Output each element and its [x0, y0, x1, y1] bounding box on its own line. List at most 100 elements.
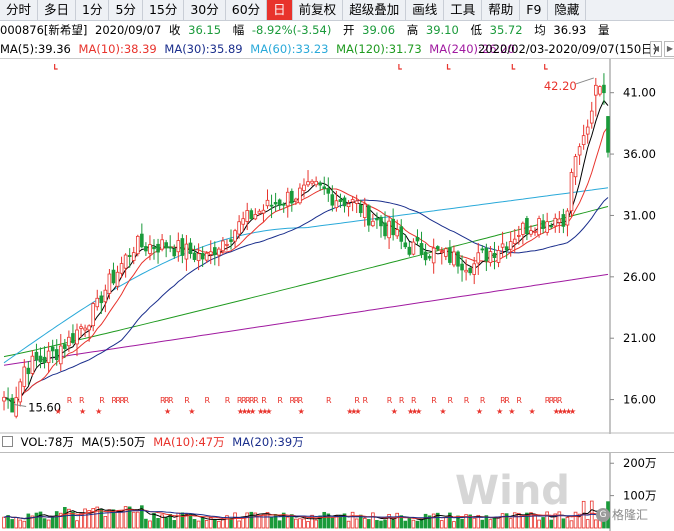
period-tab-10[interactable]: 画线 — [406, 0, 445, 20]
candle-body — [298, 187, 302, 204]
volume-bar — [144, 518, 148, 529]
candle-body — [500, 243, 505, 248]
period-tab-4[interactable]: 15分 — [143, 0, 185, 20]
volume-bar — [561, 518, 566, 529]
volume-bar — [310, 514, 314, 529]
nav-left-icon[interactable]: ◀ — [650, 41, 662, 57]
candle-body — [460, 263, 464, 271]
period-tab-0[interactable]: 分时 — [0, 0, 39, 20]
volume-bar — [10, 519, 14, 529]
period-tab-9[interactable]: 超级叠加 — [343, 0, 407, 20]
signal-star-marker: ★ — [561, 407, 568, 416]
volume-bar — [525, 512, 529, 529]
candle-body — [196, 253, 201, 262]
candle-body — [468, 267, 472, 274]
volume-bar — [217, 520, 221, 529]
candle-body — [156, 243, 160, 253]
candle-body — [257, 210, 262, 214]
signal-r-marker: R — [261, 396, 267, 405]
vol-ma10-label: MA(10):47万 — [153, 435, 225, 449]
quote-date: 2020/09/07 — [95, 23, 162, 37]
volume-bar — [115, 511, 120, 529]
candle-body — [152, 246, 156, 250]
candle-body — [176, 240, 181, 253]
candle-body — [314, 180, 318, 186]
volume-bar — [184, 513, 189, 529]
signal-star-marker: ★ — [415, 407, 422, 416]
signal-star-marker: ★ — [391, 407, 398, 416]
candle-body — [290, 190, 294, 204]
volume-legend: VOL:78万 MA(5):50万 MA(10):47万 MA(20):39万 — [0, 434, 674, 450]
candle-body — [261, 209, 266, 214]
period-tab-2[interactable]: 1分 — [76, 0, 110, 20]
high-value: 39.10 — [425, 23, 459, 37]
volume-bar — [91, 508, 96, 529]
signal-r-marker: R — [67, 396, 73, 405]
candle-body — [362, 203, 367, 218]
volume-bar — [439, 520, 444, 529]
volume-bar — [140, 505, 144, 529]
candle-body — [237, 221, 241, 235]
kline-chart[interactable]: 41.00 36.00 31.00 26.00 21.00 16.00 42.20 15.60… — [0, 58, 674, 434]
candle-body — [452, 251, 456, 266]
candle-body — [318, 182, 322, 186]
volume-bar — [354, 518, 359, 529]
volume-bar — [34, 512, 39, 529]
volume-bar — [500, 513, 505, 529]
volume-bar — [277, 520, 282, 529]
volume-bar — [492, 517, 497, 529]
volume-bar — [196, 520, 201, 529]
candle-body — [160, 239, 164, 250]
candle-body — [217, 248, 221, 256]
volume-bar — [123, 506, 128, 529]
period-tab-5[interactable]: 30分 — [184, 0, 226, 20]
volume-bar — [79, 513, 83, 529]
volume-bar — [160, 514, 164, 529]
period-tab-12[interactable]: 帮助 — [482, 0, 521, 20]
ma5-label: MA(5):39.36 — [0, 42, 71, 56]
period-tab-7[interactable]: 日 — [267, 0, 293, 20]
signal-r-marker: R — [124, 396, 130, 405]
open-label: 开 — [342, 23, 355, 37]
volume-bar — [87, 510, 91, 529]
volume-bar — [135, 511, 140, 529]
candle-body — [103, 289, 108, 303]
candle-body — [371, 220, 375, 227]
volume-bar — [379, 520, 383, 529]
volume-bar — [350, 511, 355, 529]
signal-star-marker: ★ — [298, 407, 305, 416]
volume-bar — [476, 514, 481, 529]
period-tab-3[interactable]: 5分 — [109, 0, 143, 20]
high-label: 高 — [406, 23, 419, 37]
candle-body — [265, 199, 270, 207]
vol-toggle-icon[interactable] — [2, 436, 13, 447]
period-tab-1[interactable]: 多日 — [38, 0, 77, 20]
signal-star-marker: ★ — [354, 407, 361, 416]
volume-bar — [387, 514, 391, 529]
period-tab-14[interactable]: 隐藏 — [548, 0, 587, 20]
period-tab-13[interactable]: F9 — [520, 0, 549, 20]
signal-r-marker: R — [504, 396, 510, 405]
volume-bar — [58, 512, 63, 529]
signal-r-marker: R — [249, 396, 255, 405]
volume-chart[interactable]: 200万 100万 Wind — [0, 452, 674, 531]
candle-body — [545, 221, 549, 233]
nav-right-icon[interactable]: ▶ — [664, 41, 674, 57]
candle-body — [58, 345, 63, 365]
watermark: Wind — [455, 468, 570, 514]
chart-nav[interactable]: ◀ ▶ — [650, 41, 674, 57]
volume-bar — [460, 518, 464, 529]
y-tick-label: 41.00 — [623, 86, 656, 100]
candle-body — [221, 240, 225, 252]
period-tab-6[interactable]: 60分 — [226, 0, 268, 20]
volume-bar — [119, 509, 124, 529]
candle-body — [18, 381, 23, 403]
candle-body — [95, 297, 100, 308]
volume-bar — [407, 517, 412, 529]
candle-body — [204, 252, 209, 261]
volume-bar — [99, 508, 104, 529]
period-tab-11[interactable]: 工具 — [444, 0, 483, 20]
ma10-label: MA(10):38.39 — [78, 42, 157, 56]
period-tab-8[interactable]: 前复权 — [293, 0, 344, 20]
candle-body — [229, 239, 233, 242]
